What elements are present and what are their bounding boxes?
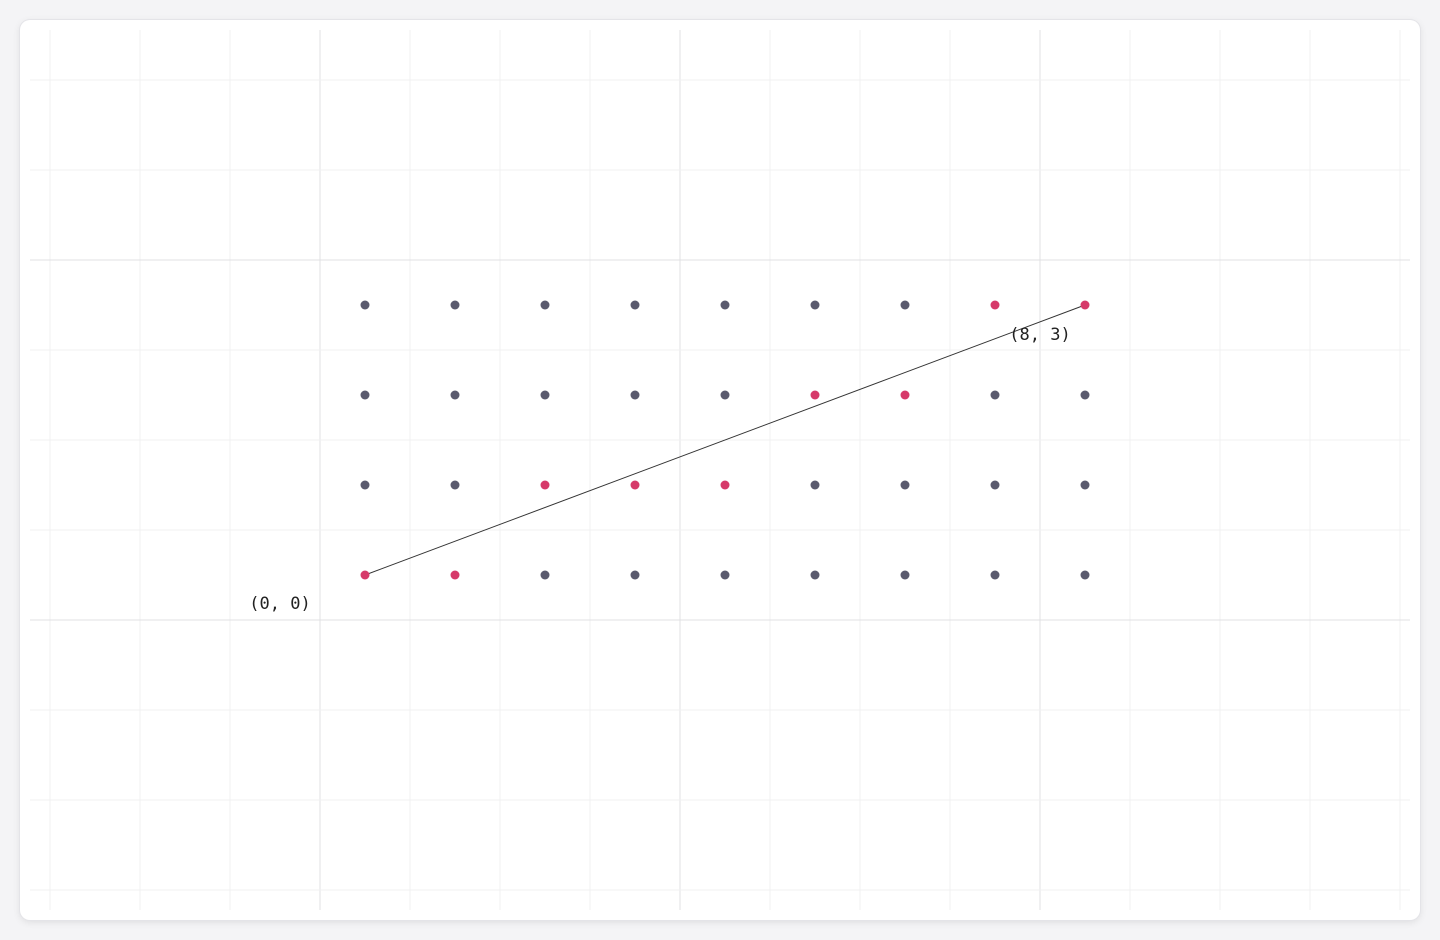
highlighted-point bbox=[540, 480, 550, 490]
highlighted-point bbox=[1080, 300, 1090, 310]
highlighted-point bbox=[360, 570, 370, 580]
lattice-point bbox=[360, 300, 370, 310]
highlighted-point bbox=[450, 570, 460, 580]
lattice-point bbox=[990, 570, 1000, 580]
lattice-point bbox=[720, 300, 730, 310]
lattice-point bbox=[720, 390, 730, 400]
lattice-point bbox=[720, 570, 730, 580]
line-rasterization-diagram: (0, 0) (8, 3) bbox=[30, 30, 1410, 910]
diagram-card: (0, 0) (8, 3) bbox=[20, 20, 1420, 920]
lattice-point bbox=[630, 300, 640, 310]
lattice-point bbox=[1080, 390, 1090, 400]
lattice-points bbox=[360, 300, 1090, 580]
highlighted-point bbox=[990, 300, 1000, 310]
lattice-point bbox=[1080, 480, 1090, 490]
lattice-point bbox=[990, 390, 1000, 400]
lattice-point bbox=[450, 480, 460, 490]
lattice-point bbox=[360, 390, 370, 400]
line-segment bbox=[364, 304, 1086, 576]
lattice-point bbox=[1080, 570, 1090, 580]
lattice-point bbox=[450, 390, 460, 400]
lattice-point bbox=[900, 570, 910, 580]
lattice-point bbox=[450, 300, 460, 310]
end-coordinate-label: (8, 3) bbox=[1009, 325, 1070, 345]
lattice-point bbox=[810, 300, 820, 310]
lattice-point bbox=[540, 300, 550, 310]
highlighted-point bbox=[720, 480, 730, 490]
lattice-point bbox=[540, 390, 550, 400]
lattice-point bbox=[540, 570, 550, 580]
start-coordinate-label: (0, 0) bbox=[249, 594, 310, 614]
lattice-point bbox=[990, 480, 1000, 490]
highlighted-point bbox=[900, 390, 910, 400]
lattice-point bbox=[810, 570, 820, 580]
highlighted-point bbox=[630, 480, 640, 490]
lattice-point bbox=[630, 570, 640, 580]
lattice-point bbox=[900, 480, 910, 490]
highlighted-point bbox=[810, 390, 820, 400]
lattice-point bbox=[630, 390, 640, 400]
lattice-point bbox=[810, 480, 820, 490]
lattice-point bbox=[900, 300, 910, 310]
lattice-point bbox=[360, 480, 370, 490]
background-grid bbox=[30, 30, 1410, 910]
